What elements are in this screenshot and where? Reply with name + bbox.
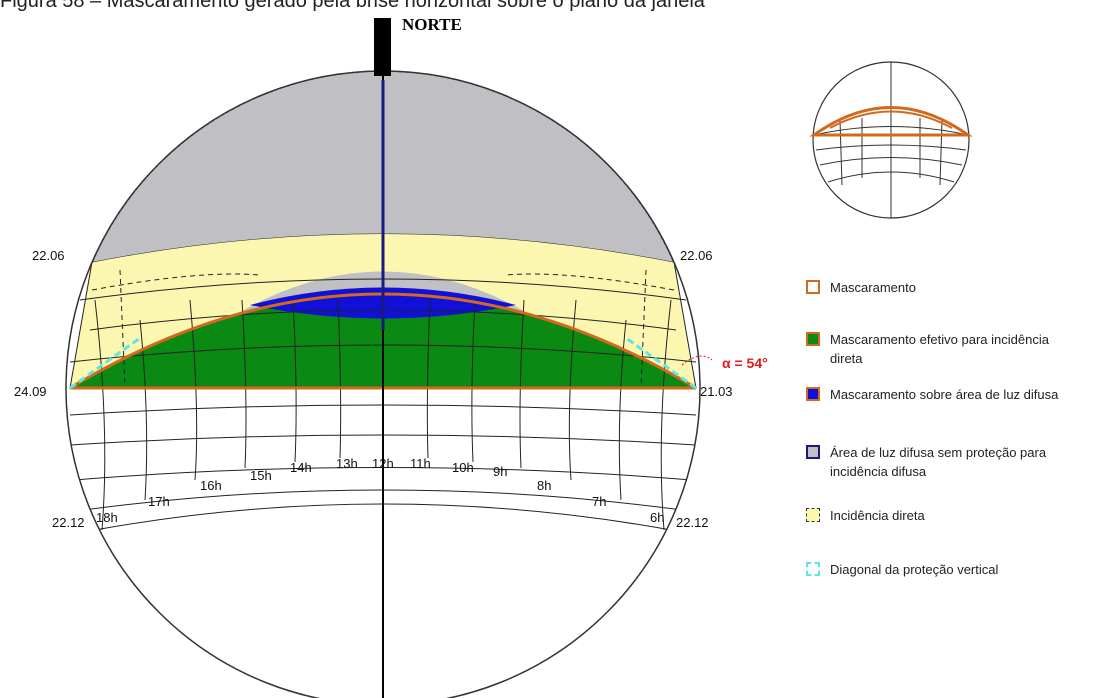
thumbnail-diagram — [809, 61, 973, 219]
hour-label-16h: 16h — [200, 478, 222, 493]
hour-label-13h: 13h — [336, 456, 358, 471]
date-left-upper: 22.06 — [32, 248, 65, 263]
legend-label: Área de luz difusa sem proteção para inc… — [830, 445, 1047, 479]
vertical-protection-diagonal — [69, 336, 141, 390]
hour-label-6h: 6h — [650, 510, 664, 525]
legend-item: Área de luz difusa sem proteção para inc… — [806, 443, 1080, 481]
sun-path-grid — [69, 278, 697, 531]
hour-label-7h: 7h — [592, 494, 606, 509]
hour-label-14h: 14h — [290, 460, 312, 475]
hour-label-11h: 11h — [410, 456, 431, 471]
hour-label-9h: 9h — [493, 464, 507, 479]
hour-label-15h: 15h — [250, 468, 272, 483]
legend-swatch — [806, 387, 820, 401]
legend-label: Diagonal da proteção vertical — [830, 562, 999, 577]
date-left-lower: 22.12 — [52, 515, 85, 530]
diffuse-area-lower — [230, 271, 536, 318]
legend-label: Incidência direta — [830, 508, 925, 523]
legend-item: Mascaramento efetivo para incidência dir… — [806, 330, 1080, 368]
hour-label-18h: 18h — [96, 510, 118, 525]
angle-label: α = 54° — [722, 355, 768, 371]
date-right-upper: 22.06 — [680, 248, 713, 263]
legend-swatch — [806, 562, 820, 576]
vertical-protection-diagonal-right — [625, 336, 697, 390]
legend-item: Incidência direta — [806, 506, 1080, 525]
figure-caption: Figura 58 – Mascaramento gerado pela bri… — [0, 0, 705, 12]
legend-swatch — [806, 445, 820, 459]
legend-label: Mascaramento efetivo para incidência dir… — [830, 332, 1049, 366]
legend-label: Mascaramento — [830, 280, 916, 295]
legend-swatch — [806, 332, 820, 346]
hour-label-17h: 17h — [148, 494, 170, 509]
legend-swatch — [806, 508, 820, 522]
date-right-equinox: 21.03 — [700, 384, 733, 399]
legend-label: Mascaramento sobre área de luz difusa — [830, 387, 1059, 402]
north-marker — [374, 18, 391, 76]
hour-labels: 18h 17h 16h 15h 14h 13h 12h 11h 10h 9h 8h 7h 6h — [96, 456, 664, 525]
hour-label-12h: 12h — [372, 456, 394, 471]
legend-item: Diagonal da proteção vertical — [806, 560, 1080, 579]
legend-swatch — [806, 280, 820, 294]
date-right-lower: 22.12 — [676, 515, 709, 530]
legend-item: Mascaramento sobre área de luz difusa — [806, 385, 1080, 404]
hour-label-10h: 10h — [452, 460, 474, 475]
direct-incidence-dashes — [91, 269, 675, 389]
hour-label-8h: 8h — [537, 478, 551, 493]
legend-item: Mascaramento — [806, 278, 1080, 297]
north-label: NORTE — [402, 15, 462, 34]
date-left-equinox: 24.09 — [14, 384, 47, 399]
